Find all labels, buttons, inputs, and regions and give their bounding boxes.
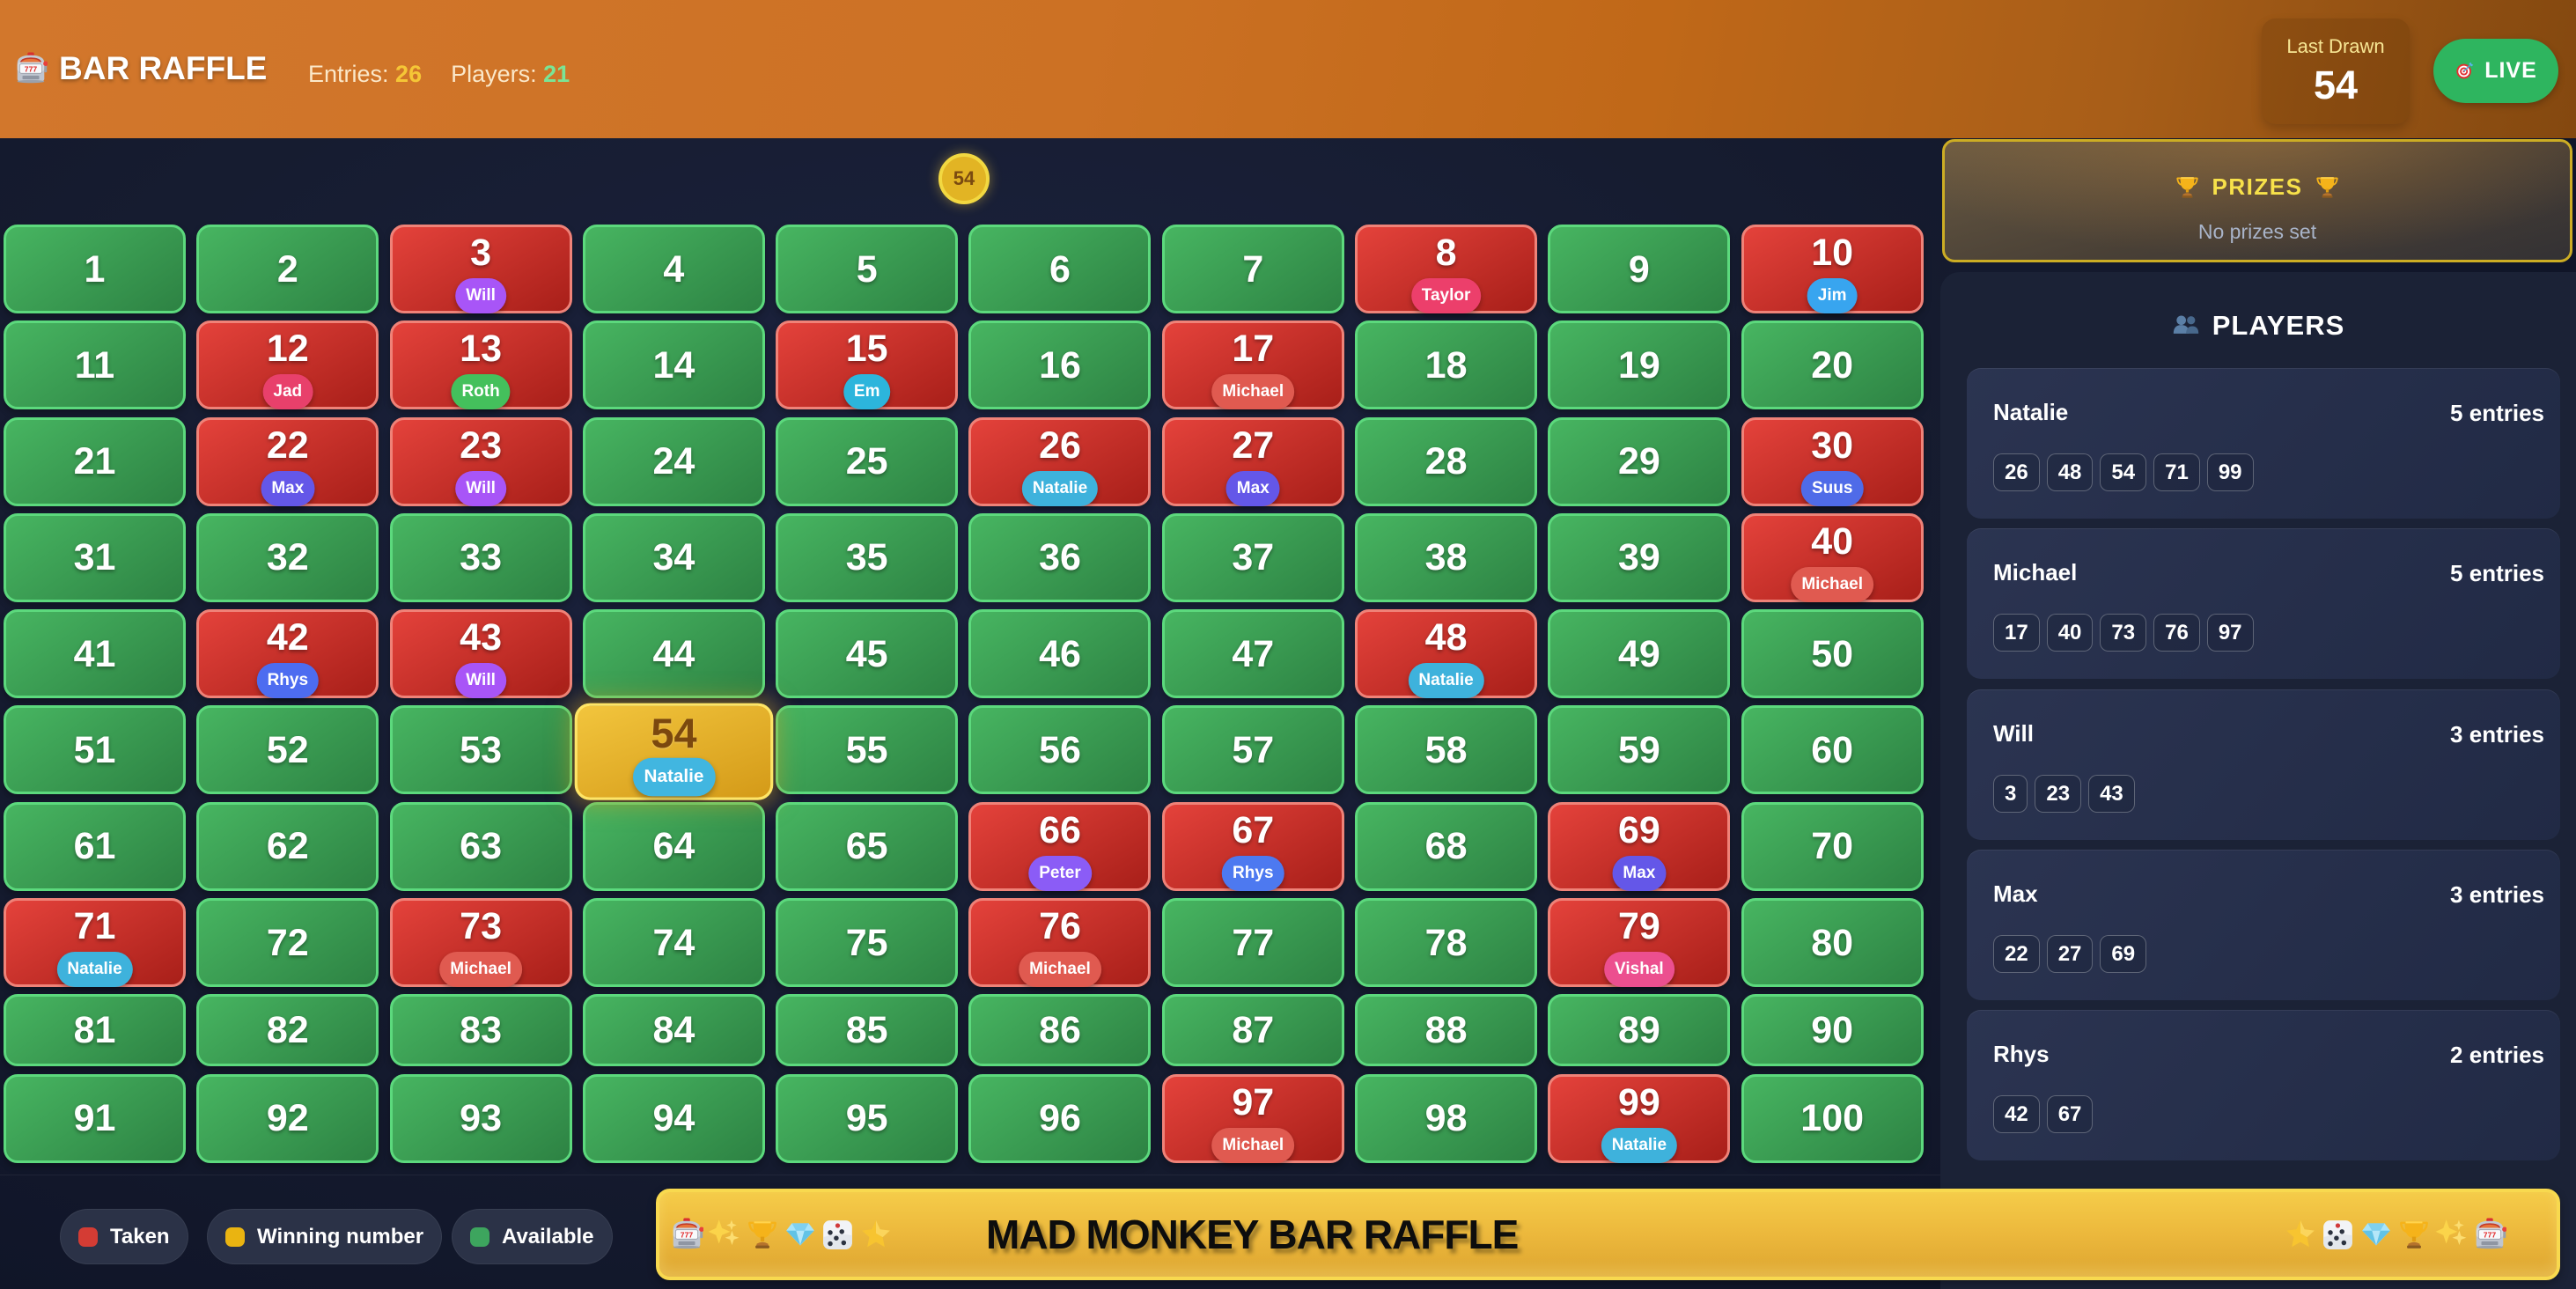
svg-text:777: 777 [681, 1231, 694, 1240]
svg-text:777: 777 [25, 65, 38, 74]
svg-text:777: 777 [2484, 1231, 2497, 1240]
